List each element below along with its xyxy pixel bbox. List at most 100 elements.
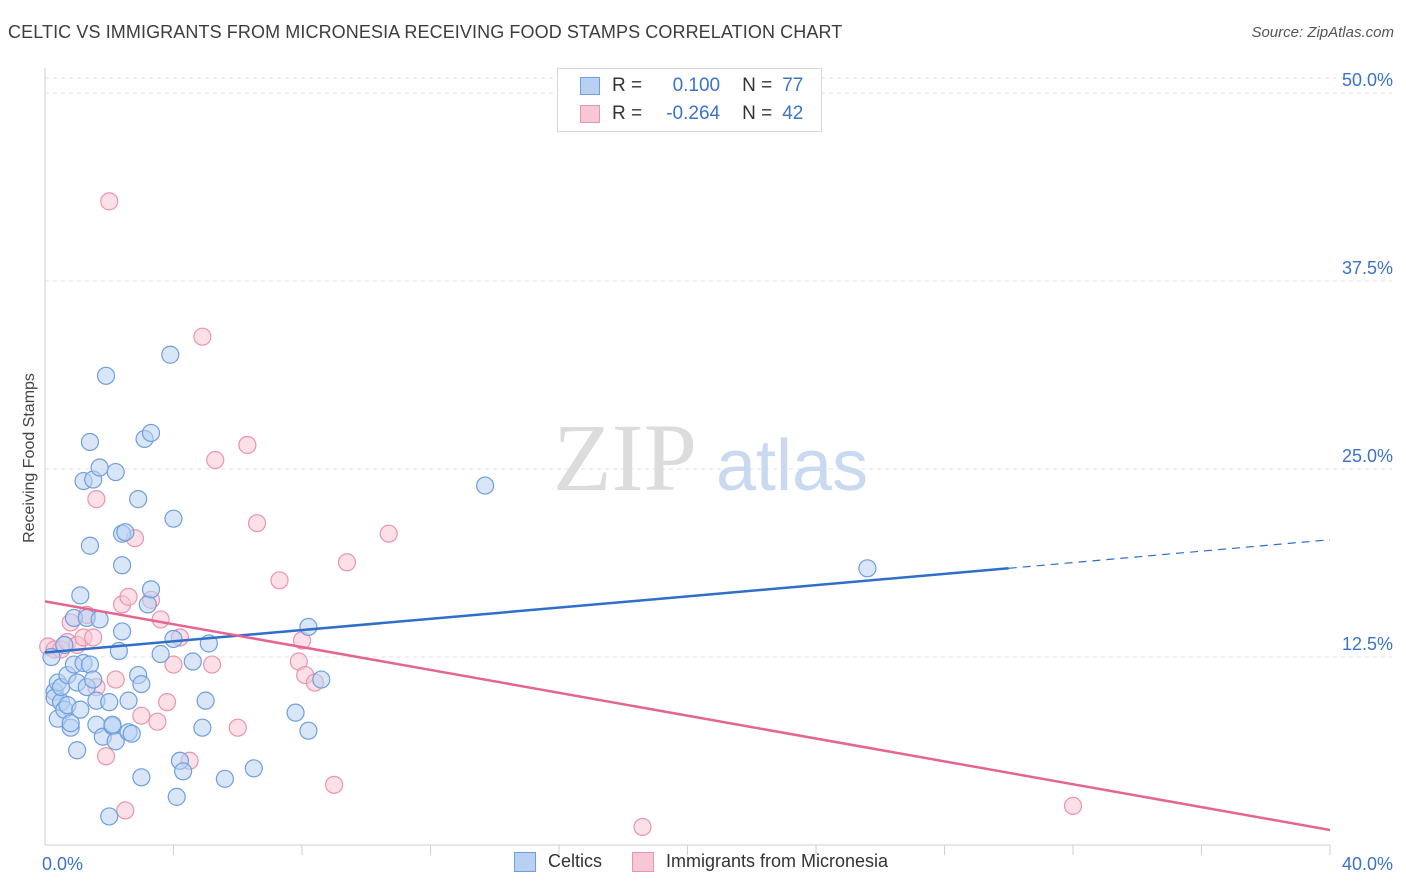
micronesia-point (1063, 796, 1083, 816)
micronesia-point (247, 514, 267, 533)
celtics-point (100, 693, 119, 712)
celtics-point (90, 610, 109, 629)
micronesia-point (84, 628, 103, 647)
legend-item-celtics[interactable]: Celtics (514, 851, 602, 872)
celtics-point (80, 432, 100, 452)
micronesia-point (228, 718, 247, 737)
y-tick-label: 50.0% (1342, 70, 1393, 90)
n-value: 77 (782, 75, 804, 96)
celtics-trend-line (44, 567, 1009, 654)
celtics-point (299, 721, 318, 740)
micronesia-point (157, 693, 177, 712)
celtics-point (858, 559, 877, 578)
r-label: R = (612, 75, 643, 96)
celtics-point (116, 523, 135, 542)
chart-title: CELTIC VS IMMIGRANTS FROM MICRONESIA REC… (8, 22, 843, 42)
celtics-point (151, 644, 170, 664)
celtics-point (100, 807, 119, 826)
celtics-point (129, 490, 148, 509)
series-celtics-points (42, 345, 877, 826)
axes (44, 68, 1331, 855)
micronesia-point (106, 670, 125, 689)
watermark-zip: ZIP (553, 404, 697, 511)
micronesia-trend-line (44, 600, 1331, 832)
micronesia-point (337, 553, 357, 572)
n-label: N = (742, 103, 773, 124)
micronesia-point (151, 610, 170, 629)
legend-label-micronesia: Immigrants from Micronesia (666, 851, 889, 871)
celtics-point (138, 595, 157, 614)
celtics-point (112, 556, 132, 575)
r-value: 0.100 (672, 75, 721, 96)
celtics-point (244, 759, 263, 778)
celtics-point (106, 732, 125, 751)
stats-row-micronesia: R = -0.264 N = 42 (580, 102, 803, 126)
micronesia-point (164, 655, 183, 674)
micronesia-point (87, 490, 106, 509)
celtics-point (80, 536, 100, 555)
micronesia-legend-swatch (632, 851, 655, 872)
y-tick-label: 25.0% (1342, 446, 1393, 466)
watermark-atlas: atlas (716, 426, 868, 506)
watermark: ZIP atlas (553, 404, 868, 511)
celtics-legend-swatch (514, 851, 536, 872)
micronesia-point (116, 801, 135, 820)
micronesia-point (100, 192, 119, 211)
micronesia-point (238, 435, 257, 455)
celtics-point (71, 586, 90, 605)
celtics-point (193, 718, 212, 737)
celtics-point (286, 703, 305, 722)
celtics-point (174, 762, 193, 781)
celtics-point (122, 724, 141, 743)
stats-legend: R = 0.100 N = 77 R = -0.264 N = 42 (557, 68, 822, 132)
x-tick-label-min: 0.0% (42, 854, 83, 874)
celtics-point (132, 768, 151, 787)
celtics-point (80, 655, 100, 674)
micronesia-point (206, 450, 225, 470)
micronesia-point (325, 775, 344, 794)
celtics-point (103, 715, 122, 734)
micronesia-point (202, 655, 222, 674)
celtics-point (71, 700, 90, 719)
celtics-point (106, 462, 125, 482)
celtics-trend-extension (1008, 539, 1331, 569)
celtics-swatch (580, 77, 600, 95)
celtics-point (90, 458, 109, 477)
celtics-point (476, 476, 495, 495)
micronesia-point (379, 524, 398, 543)
celtics-point (119, 691, 138, 710)
celtics-point (299, 617, 318, 637)
celtics-point (132, 674, 151, 694)
celtics-point (161, 345, 180, 364)
legend-label-celtics: Celtics (548, 851, 603, 871)
celtics-point (68, 741, 87, 760)
x-tick-label-max: 40.0% (1342, 854, 1393, 874)
celtics-point (61, 714, 80, 733)
micronesia-swatch (580, 105, 600, 123)
celtics-point (215, 769, 234, 788)
celtics-point (196, 691, 215, 710)
y-tick-label: 37.5% (1342, 258, 1393, 278)
micronesia-point (96, 747, 116, 766)
micronesia-point (148, 712, 167, 731)
n-value: 42 (782, 103, 804, 124)
celtics-point (141, 580, 161, 599)
celtics-point (167, 787, 186, 806)
celtics-point (84, 670, 103, 689)
r-label: R = (612, 103, 643, 124)
legend-item-micronesia[interactable]: Immigrants from Micronesia (632, 851, 888, 872)
micronesia-point (132, 706, 151, 725)
micronesia-point (270, 571, 289, 590)
celtics-point (164, 629, 183, 649)
micronesia-point (119, 587, 138, 606)
celtics-point (164, 509, 183, 528)
celtics-point (112, 622, 132, 641)
micronesia-point (193, 327, 212, 346)
series-legend: Celtics Immigrants from Micronesia (514, 851, 918, 872)
celtics-point (141, 423, 161, 443)
y-tick-label: 12.5% (1342, 634, 1393, 654)
n-label: N = (742, 75, 773, 96)
stats-row-celtics: R = 0.100 N = 77 (580, 74, 803, 98)
celtics-point (312, 670, 331, 689)
